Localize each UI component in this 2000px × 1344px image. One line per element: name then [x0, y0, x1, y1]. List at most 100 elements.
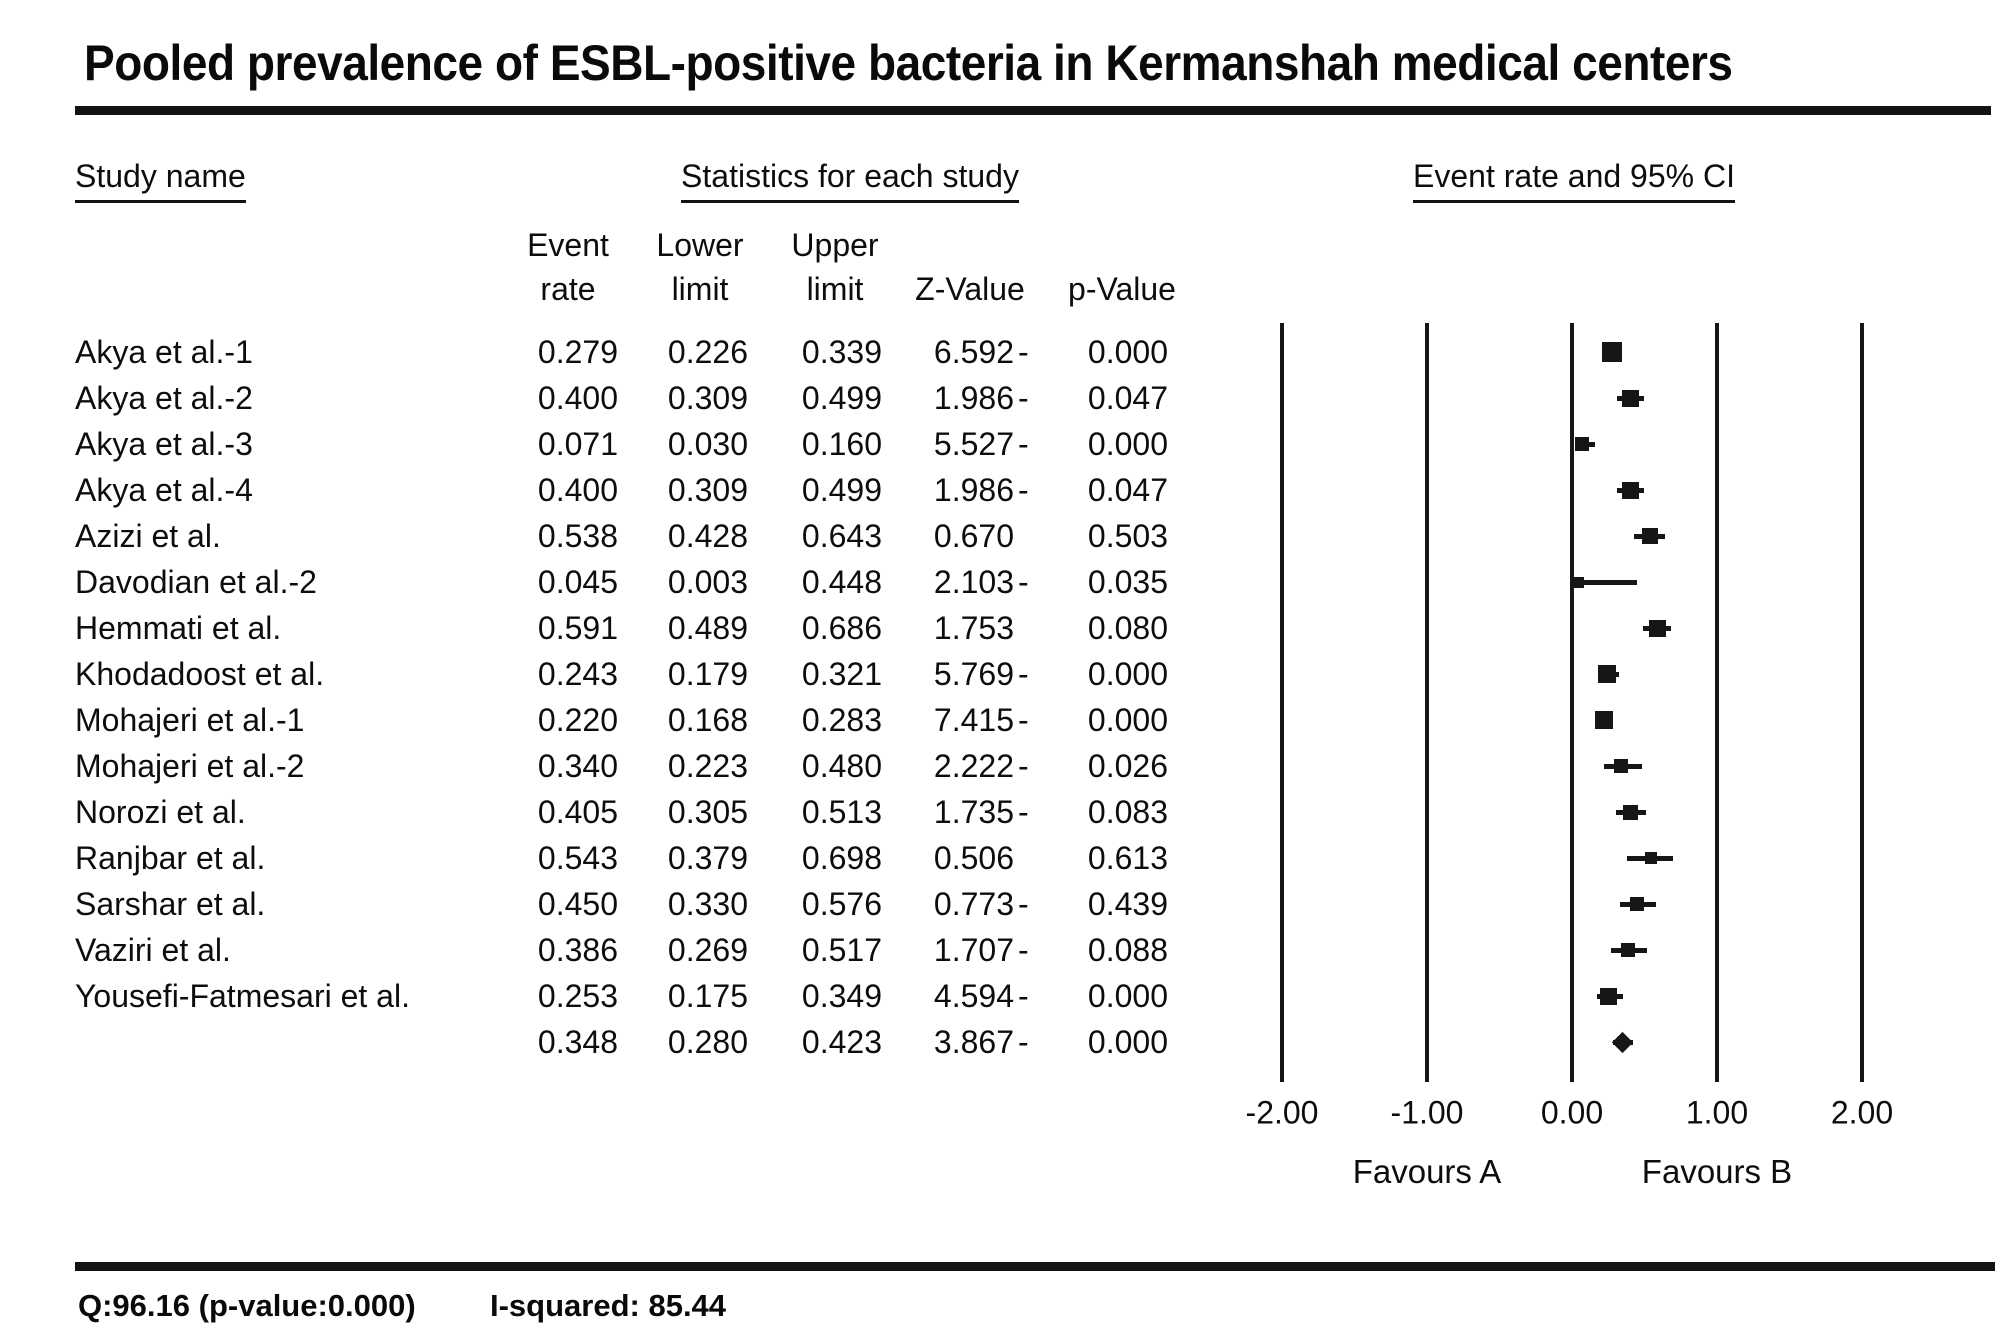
study-name: Akya et al.-1	[75, 334, 253, 370]
z-value-trailing-minus: -	[1018, 794, 1029, 830]
p-value: 0.000	[1087, 978, 1168, 1014]
z-value-trailing-minus: -	[1018, 426, 1029, 462]
event-rate-marker	[1630, 897, 1645, 911]
z-value: 7.415	[933, 702, 1014, 738]
event-rate-marker	[1594, 711, 1613, 729]
upper-limit-value: 0.339	[801, 334, 882, 370]
p-value: 0.088	[1087, 932, 1168, 968]
event-rate-value: 0.340	[537, 748, 618, 784]
subheader-upper-limit-line2: limit	[806, 271, 864, 307]
upper-limit-value: 0.423	[801, 1024, 882, 1060]
study-name: Ranjbar et al.	[75, 840, 266, 876]
z-value: 2.222	[933, 748, 1014, 784]
study-name: Mohajeri et al.-1	[75, 702, 305, 738]
subheader-lower-limit-line1: Lower	[656, 227, 744, 263]
p-value: 0.503	[1087, 518, 1168, 554]
lower-limit-value: 0.305	[667, 794, 748, 830]
event-rate-marker	[1621, 481, 1639, 499]
event-rate-value: 0.405	[537, 794, 618, 830]
z-value: 1.986	[933, 380, 1014, 416]
subheader-lower-limit-line2: limit	[671, 271, 729, 307]
z-value: 0.670	[933, 518, 1014, 554]
z-value: 3.867	[933, 1024, 1014, 1060]
z-value: 5.527	[933, 426, 1014, 462]
study-name: Khodadoost et al.	[75, 656, 325, 692]
study-name: Akya et al.-2	[75, 380, 253, 416]
event-rate-value: 0.243	[537, 656, 618, 692]
subheader-event-rate-line2: rate	[540, 271, 596, 307]
p-value: 0.000	[1087, 426, 1168, 462]
z-value-trailing-minus: -	[1018, 334, 1029, 370]
subheader-upper-limit-line1: Upper	[791, 227, 879, 263]
column-header-statistics-group: Statistics for each study	[681, 158, 1019, 203]
lower-limit-value: 0.223	[667, 748, 748, 784]
p-value: 0.080	[1087, 610, 1168, 646]
event-rate-value: 0.543	[537, 840, 618, 876]
event-rate-marker	[1644, 852, 1657, 864]
z-value: 0.773	[933, 886, 1014, 922]
event-rate-value: 0.348	[537, 1024, 618, 1060]
event-rate-marker	[1573, 576, 1585, 588]
study-name: Akya et al.-3	[75, 426, 253, 462]
lower-limit-value: 0.428	[667, 518, 748, 554]
favours-a-label: Favours A	[1352, 1153, 1502, 1190]
z-value: 1.707	[933, 932, 1014, 968]
event-rate-marker	[1598, 665, 1617, 683]
lower-limit-value: 0.179	[667, 656, 748, 692]
title-divider-line	[75, 106, 1991, 115]
z-value: 5.769	[933, 656, 1014, 692]
p-value: 0.083	[1087, 794, 1168, 830]
study-name: Akya et al.-4	[75, 472, 253, 508]
lower-limit-value: 0.309	[667, 472, 748, 508]
study-name: Azizi et al.	[75, 518, 221, 554]
lower-limit-value: 0.309	[667, 380, 748, 416]
p-value: 0.000	[1087, 1024, 1168, 1060]
event-rate-value: 0.591	[537, 610, 618, 646]
z-value-trailing-minus: -	[1018, 886, 1029, 922]
event-rate-marker	[1575, 437, 1590, 451]
z-value-trailing-minus: -	[1018, 702, 1029, 738]
upper-limit-value: 0.643	[801, 518, 882, 554]
event-rate-value: 0.045	[537, 564, 618, 600]
z-value: 2.103	[933, 564, 1014, 600]
favours-b-label: Favours B	[1641, 1153, 1793, 1190]
z-value-trailing-minus: -	[1018, 978, 1029, 1014]
subheader-z-value: Z-Value	[915, 271, 1025, 307]
lower-limit-value: 0.280	[667, 1024, 748, 1060]
event-rate-value: 0.220	[537, 702, 618, 738]
event-rate-value: 0.538	[537, 518, 618, 554]
lower-limit-value: 0.489	[667, 610, 748, 646]
lower-limit-value: 0.269	[667, 932, 748, 968]
study-name: Yousefi-Fatmesari et al.	[75, 978, 410, 1014]
event-rate-marker	[1642, 528, 1658, 544]
p-value: 0.000	[1087, 656, 1168, 692]
study-name: Norozi et al.	[75, 794, 246, 830]
study-name: Davodian et al.-2	[75, 564, 317, 600]
p-value: 0.000	[1087, 702, 1168, 738]
upper-limit-value: 0.686	[801, 610, 882, 646]
footer-divider-line	[75, 1262, 1995, 1271]
event-rate-value: 0.400	[537, 472, 618, 508]
p-value: 0.047	[1087, 380, 1168, 416]
z-value: 1.986	[933, 472, 1014, 508]
subheader-event-rate: Event rate	[527, 223, 609, 311]
p-value: 0.035	[1087, 564, 1168, 600]
z-value: 6.592	[933, 334, 1014, 370]
upper-limit-value: 0.448	[801, 564, 882, 600]
p-value: 0.613	[1087, 840, 1168, 876]
event-rate-value: 0.386	[537, 932, 618, 968]
event-rate-marker	[1621, 389, 1639, 407]
figure-title: Pooled prevalence of ESBL-positive bacte…	[84, 35, 1733, 91]
axis-gridline	[1280, 323, 1284, 1082]
upper-limit-value: 0.321	[801, 656, 882, 692]
z-value: 0.506	[933, 840, 1014, 876]
axis-tick-label: 2.00	[1830, 1094, 1894, 1131]
lower-limit-value: 0.003	[667, 564, 748, 600]
subheader-upper-limit: Upper limit	[791, 223, 878, 311]
p-value: 0.047	[1087, 472, 1168, 508]
axis-gridline	[1425, 323, 1429, 1082]
upper-limit-value: 0.513	[801, 794, 882, 830]
event-rate-value: 0.400	[537, 380, 618, 416]
axis-tick-label: 0.00	[1540, 1094, 1604, 1131]
